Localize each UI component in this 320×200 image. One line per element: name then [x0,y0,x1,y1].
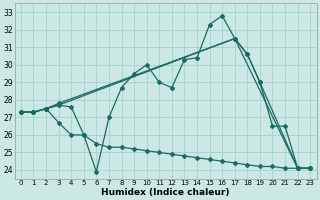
X-axis label: Humidex (Indice chaleur): Humidex (Indice chaleur) [101,188,230,197]
